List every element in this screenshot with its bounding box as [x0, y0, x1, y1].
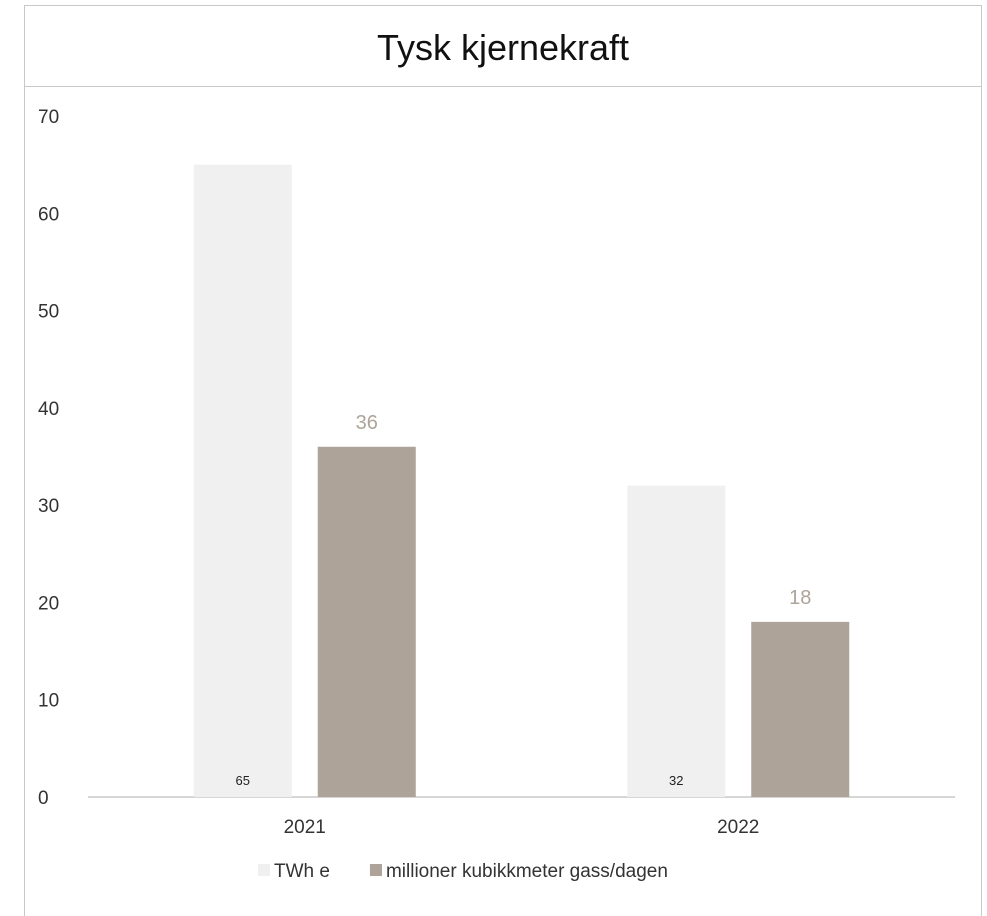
bar-2021-series-1 [317, 446, 416, 797]
data-label-2022-series-1: 18 [789, 587, 811, 609]
y-tick-label-70: 70 [38, 107, 59, 128]
y-tick-label-60: 60 [38, 204, 59, 225]
legend-swatch-1 [369, 864, 382, 876]
bar-2021-series-0 [193, 164, 292, 798]
legend-label-0: TWh e [274, 861, 330, 882]
plot-box [24, 86, 982, 916]
title-box: Tysk kjernekraft [24, 5, 982, 87]
y-tick-label-0: 0 [38, 788, 49, 809]
legend-label-1: millioner kubikkmeter gass/dagen [386, 861, 668, 882]
x-tick-label-2022: 2022 [717, 817, 759, 838]
bar-2022-series-1 [751, 621, 850, 797]
bar-2022-series-0 [627, 485, 726, 797]
data-label-2021-series-1: 36 [356, 412, 378, 434]
chart-title: Tysk kjernekraft [376, 27, 630, 68]
legend-swatch-0 [258, 864, 270, 876]
y-tick-label-30: 30 [38, 496, 59, 517]
y-tick-label-20: 20 [38, 593, 59, 614]
x-tick-label-2021: 2021 [284, 817, 326, 838]
y-tick-label-10: 10 [38, 691, 59, 712]
y-tick-label-40: 40 [38, 399, 59, 420]
y-tick-label-50: 50 [38, 302, 59, 323]
data-label-2021-series-0: 65 [236, 773, 250, 788]
data-label-2022-series-0: 32 [669, 773, 683, 788]
